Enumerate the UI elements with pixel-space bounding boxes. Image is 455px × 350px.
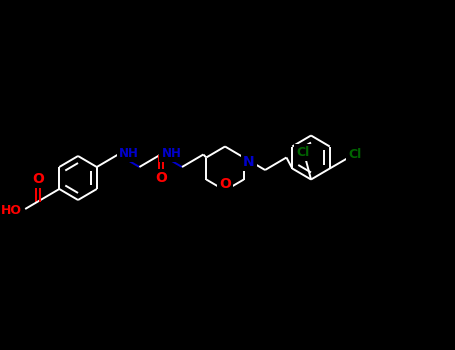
Text: O: O: [155, 171, 167, 185]
Text: NH: NH: [162, 147, 181, 160]
Text: Cl: Cl: [297, 146, 310, 159]
Text: O: O: [219, 177, 231, 191]
Text: NH: NH: [119, 147, 139, 160]
Text: N: N: [243, 154, 254, 168]
Text: Cl: Cl: [348, 148, 361, 161]
Text: O: O: [32, 172, 44, 186]
Text: HO: HO: [1, 203, 22, 217]
